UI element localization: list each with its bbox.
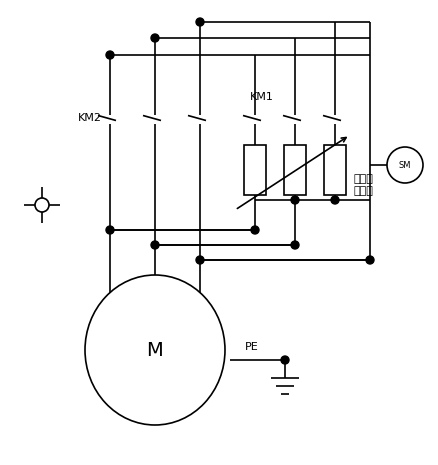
- Bar: [284, 145, 306, 195]
- Text: M: M: [147, 340, 163, 359]
- Circle shape: [106, 51, 114, 59]
- Circle shape: [387, 147, 423, 183]
- Text: SM: SM: [399, 160, 411, 170]
- Circle shape: [35, 198, 49, 212]
- Circle shape: [196, 18, 204, 26]
- Bar: [244, 145, 266, 195]
- Bar: [324, 145, 346, 195]
- Circle shape: [291, 241, 299, 249]
- Circle shape: [366, 256, 374, 264]
- Circle shape: [106, 226, 114, 234]
- Text: KM2: KM2: [78, 113, 102, 123]
- Circle shape: [331, 196, 339, 204]
- Text: KM1: KM1: [250, 92, 274, 102]
- Ellipse shape: [85, 275, 225, 425]
- Circle shape: [281, 356, 289, 364]
- Circle shape: [251, 226, 259, 234]
- Circle shape: [151, 241, 159, 249]
- Circle shape: [151, 34, 159, 42]
- Circle shape: [291, 196, 299, 204]
- Text: 可调液
体电阔: 可调液 体电阔: [353, 174, 373, 196]
- Circle shape: [196, 256, 204, 264]
- Text: PE: PE: [245, 342, 259, 352]
